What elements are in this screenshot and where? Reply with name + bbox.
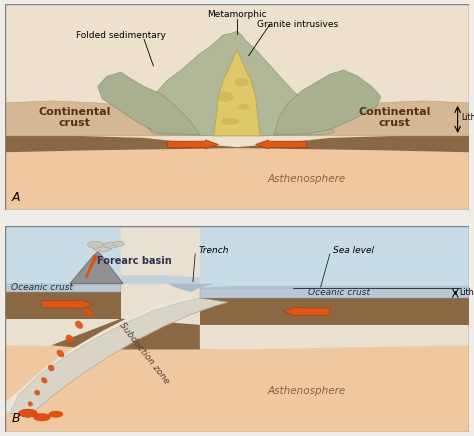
Text: Trench: Trench [199, 246, 229, 255]
Polygon shape [5, 345, 469, 432]
Text: Continental
crust: Continental crust [38, 106, 110, 128]
Polygon shape [5, 101, 228, 136]
Circle shape [34, 414, 50, 421]
Polygon shape [5, 148, 469, 210]
Circle shape [113, 241, 124, 246]
Text: Asthenosphere: Asthenosphere [267, 174, 346, 184]
Polygon shape [167, 284, 214, 292]
Polygon shape [200, 286, 469, 288]
Polygon shape [5, 226, 121, 284]
Text: Lithosphere: Lithosphere [461, 113, 474, 122]
Polygon shape [200, 298, 469, 325]
Polygon shape [274, 70, 381, 135]
Circle shape [104, 242, 118, 248]
Polygon shape [121, 276, 200, 288]
Text: Continental
crust: Continental crust [359, 106, 431, 128]
Text: B: B [12, 412, 20, 426]
Ellipse shape [75, 321, 83, 329]
Ellipse shape [66, 335, 73, 344]
Ellipse shape [35, 390, 40, 395]
Text: A: A [12, 191, 20, 204]
Ellipse shape [83, 309, 93, 317]
Ellipse shape [235, 78, 248, 86]
Polygon shape [246, 101, 469, 136]
FancyArrow shape [255, 140, 307, 149]
Polygon shape [5, 298, 200, 413]
Text: Oceanic crust: Oceanic crust [308, 288, 370, 297]
FancyArrow shape [42, 300, 93, 309]
Polygon shape [5, 284, 121, 292]
Circle shape [49, 411, 63, 417]
Text: Metamorphic: Metamorphic [207, 10, 267, 19]
Text: Folded sedimentary: Folded sedimentary [76, 31, 166, 40]
Ellipse shape [28, 402, 33, 406]
Circle shape [18, 409, 37, 417]
Polygon shape [98, 72, 200, 135]
Text: Oceanic crust: Oceanic crust [11, 283, 73, 293]
Text: Asthenosphere: Asthenosphere [267, 385, 346, 395]
Ellipse shape [57, 350, 64, 357]
Ellipse shape [217, 92, 234, 102]
Polygon shape [70, 252, 123, 284]
Ellipse shape [221, 118, 239, 125]
Polygon shape [85, 255, 99, 278]
Circle shape [93, 244, 111, 252]
FancyArrow shape [283, 307, 330, 317]
FancyArrow shape [167, 140, 219, 149]
Text: Lithosphere: Lithosphere [459, 289, 474, 297]
Ellipse shape [41, 378, 47, 383]
Text: Subduction zone: Subduction zone [118, 321, 171, 386]
Polygon shape [9, 298, 228, 417]
Polygon shape [51, 319, 200, 350]
Polygon shape [200, 288, 469, 298]
Polygon shape [5, 136, 469, 152]
Polygon shape [200, 226, 469, 288]
Ellipse shape [48, 365, 54, 371]
Text: Forearc basin: Forearc basin [98, 256, 172, 266]
Polygon shape [135, 31, 335, 136]
Text: Granite intrusives: Granite intrusives [257, 20, 338, 29]
Ellipse shape [238, 104, 250, 110]
Polygon shape [5, 292, 121, 319]
Circle shape [87, 241, 103, 248]
Text: Sea level: Sea level [333, 246, 374, 255]
Polygon shape [214, 50, 260, 136]
